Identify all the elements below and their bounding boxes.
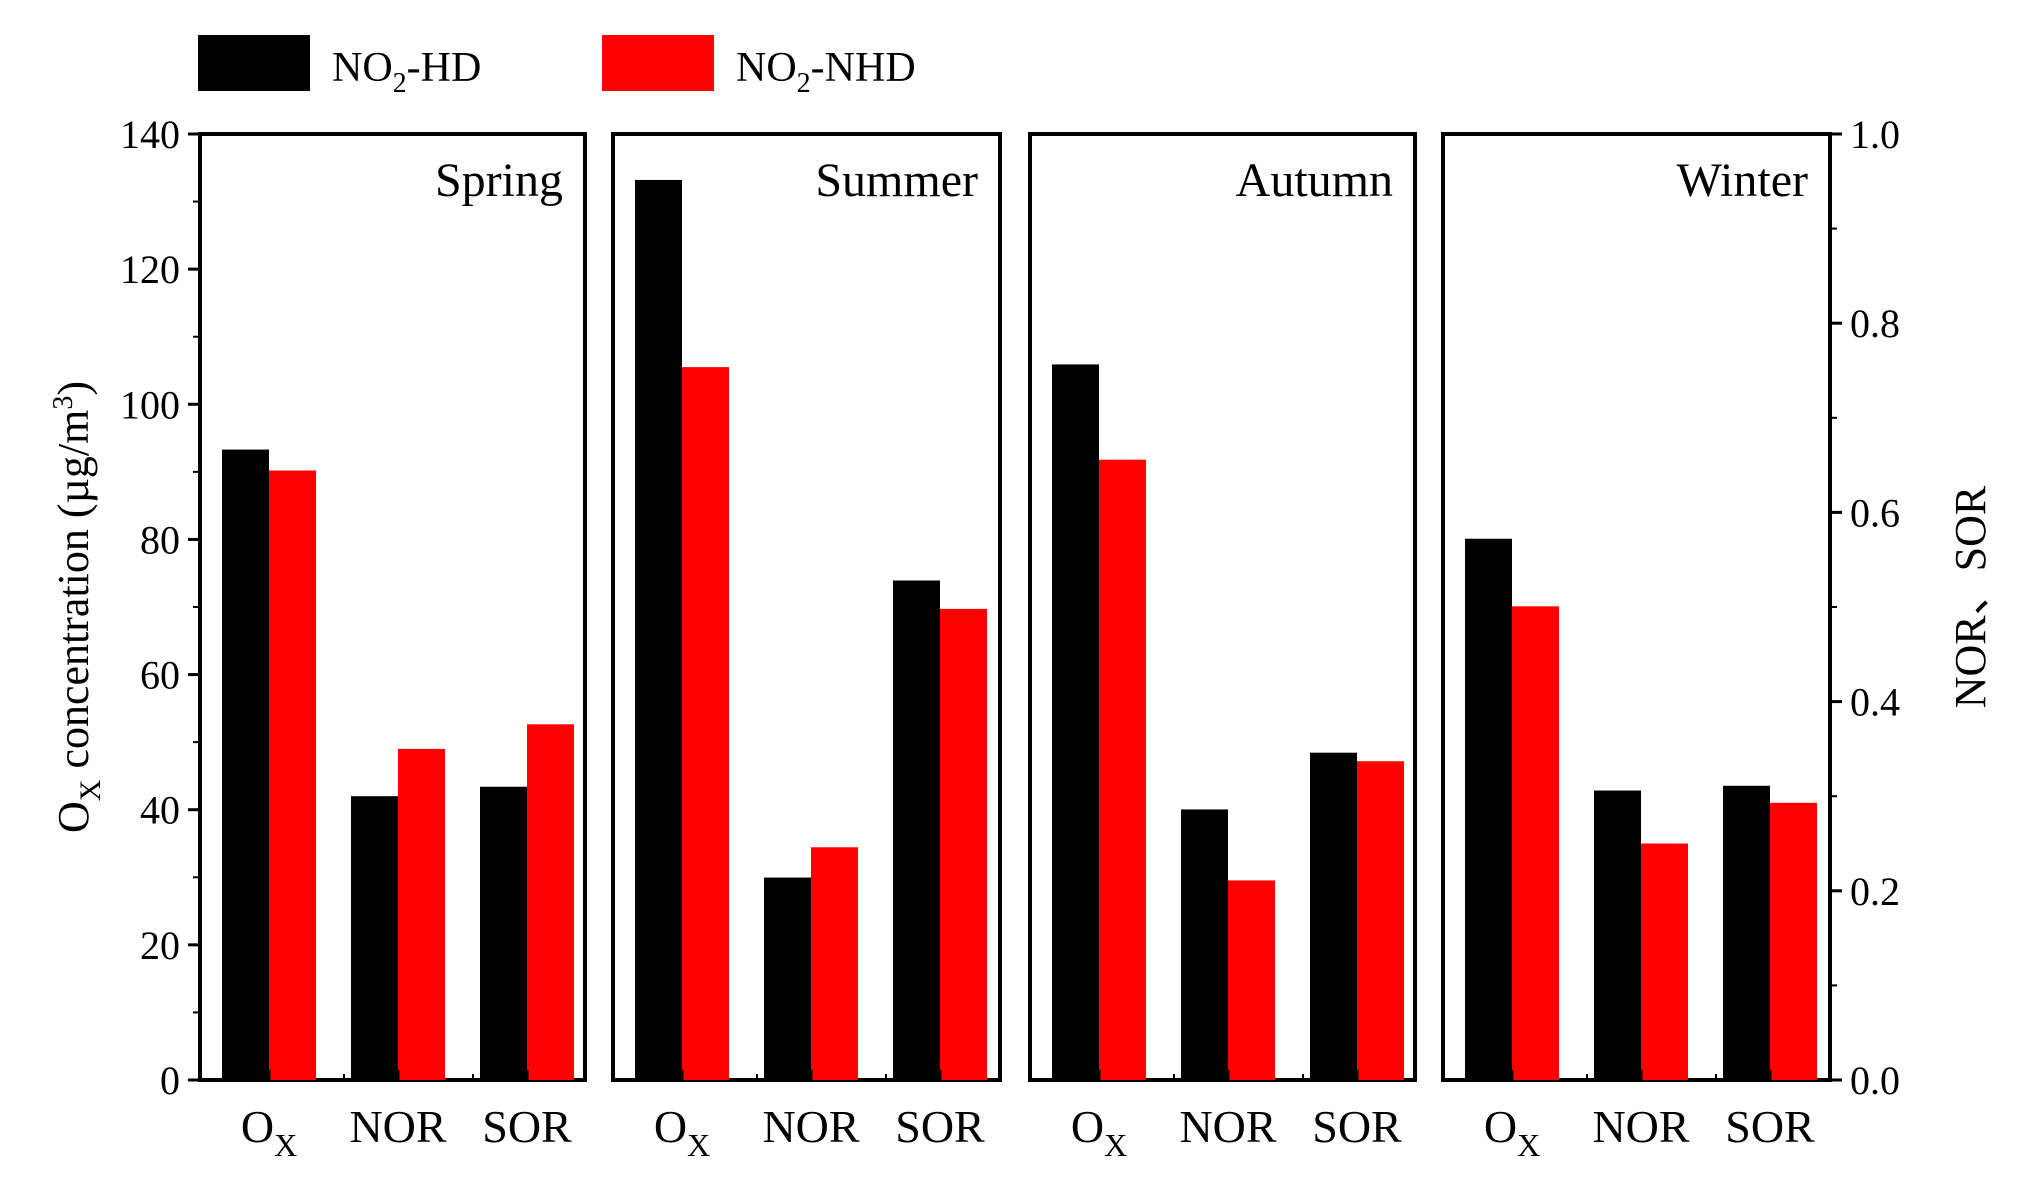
x-tick-label-spring-2: SOR (482, 1101, 572, 1152)
x-tick-label-spring-1: NOR (349, 1101, 446, 1152)
panel-title-spring: Spring (435, 154, 563, 207)
bar-winter-ox-nhd (1512, 606, 1559, 1080)
bar-autumn-ox-nhd (1099, 459, 1146, 1080)
y-right-tick-label-1: 0.2 (1850, 869, 1900, 914)
bar-autumn-nor-nhd (1228, 880, 1275, 1080)
bar-summer-nor-nhd (811, 847, 858, 1080)
bar-winter-ox-hd (1465, 538, 1512, 1080)
y-right-axis-title: NOR、SOR (1946, 485, 1995, 708)
y-left-tick-label-4: 80 (140, 517, 180, 562)
y-right-tick-label-3: 0.6 (1850, 490, 1900, 535)
bar-autumn-ox-hd (1052, 364, 1099, 1080)
bar-spring-sor-hd (480, 786, 527, 1080)
y-left-tick-label-6: 120 (120, 247, 180, 292)
y-left-tick-label-0: 0 (160, 1058, 180, 1103)
panel-title-summer: Summer (815, 154, 978, 207)
x-tick-label-winter-0: OX (1484, 1101, 1540, 1163)
y-left-tick-label-3: 60 (140, 653, 180, 698)
bar-autumn-sor-nhd (1357, 761, 1404, 1080)
bar-summer-ox-hd (635, 179, 682, 1080)
bar-autumn-sor-hd (1310, 752, 1357, 1080)
legend-swatch-1 (602, 35, 714, 91)
bar-spring-nor-hd (351, 796, 398, 1080)
bar-summer-ox-nhd (682, 367, 729, 1080)
x-tick-label-spring-0: OX (241, 1101, 297, 1163)
panel-title-winter: Winter (1677, 154, 1808, 207)
panel-title-autumn: Autumn (1236, 154, 1393, 207)
y-right-tick-label-4: 0.8 (1850, 301, 1900, 346)
bar-spring-ox-nhd (269, 470, 316, 1080)
y-left-tick-label-7: 140 (120, 112, 180, 157)
bar-summer-nor-hd (764, 877, 811, 1080)
legend-swatch-0 (198, 35, 310, 91)
x-tick-label-winter-2: SOR (1725, 1101, 1815, 1152)
x-tick-label-autumn-1: NOR (1179, 1101, 1276, 1152)
y-left-tick-label-1: 20 (140, 923, 180, 968)
y-right-tick-label-2: 0.4 (1850, 680, 1900, 725)
y-right-tick-label-0: 0.0 (1850, 1058, 1900, 1103)
bar-spring-nor-nhd (398, 748, 445, 1080)
bar-autumn-nor-hd (1181, 809, 1228, 1080)
bar-winter-nor-hd (1594, 790, 1641, 1080)
y-left-tick-label-2: 40 (140, 788, 180, 833)
x-tick-label-summer-2: SOR (895, 1101, 985, 1152)
bar-summer-sor-hd (893, 580, 940, 1080)
y-right-tick-label-5: 1.0 (1850, 112, 1900, 157)
x-tick-label-summer-0: OX (654, 1101, 710, 1163)
bar-spring-sor-nhd (527, 724, 574, 1080)
y-left-axis-title: OX concentration (µg/m3) (48, 381, 107, 833)
bar-winter-nor-nhd (1641, 843, 1688, 1080)
x-tick-label-summer-1: NOR (762, 1101, 859, 1152)
legend-label-0: NO2-HD (332, 45, 481, 99)
x-tick-label-autumn-2: SOR (1312, 1101, 1402, 1152)
bar-winter-sor-hd (1723, 785, 1770, 1080)
bar-winter-sor-nhd (1770, 802, 1817, 1080)
x-tick-label-winter-1: NOR (1592, 1101, 1689, 1152)
legend-label-1: NO2-NHD (736, 45, 916, 99)
bar-spring-ox-hd (222, 449, 269, 1080)
bar-summer-sor-nhd (940, 608, 987, 1080)
y-left-tick-label-5: 100 (120, 382, 180, 427)
x-tick-label-autumn-0: OX (1071, 1101, 1127, 1163)
